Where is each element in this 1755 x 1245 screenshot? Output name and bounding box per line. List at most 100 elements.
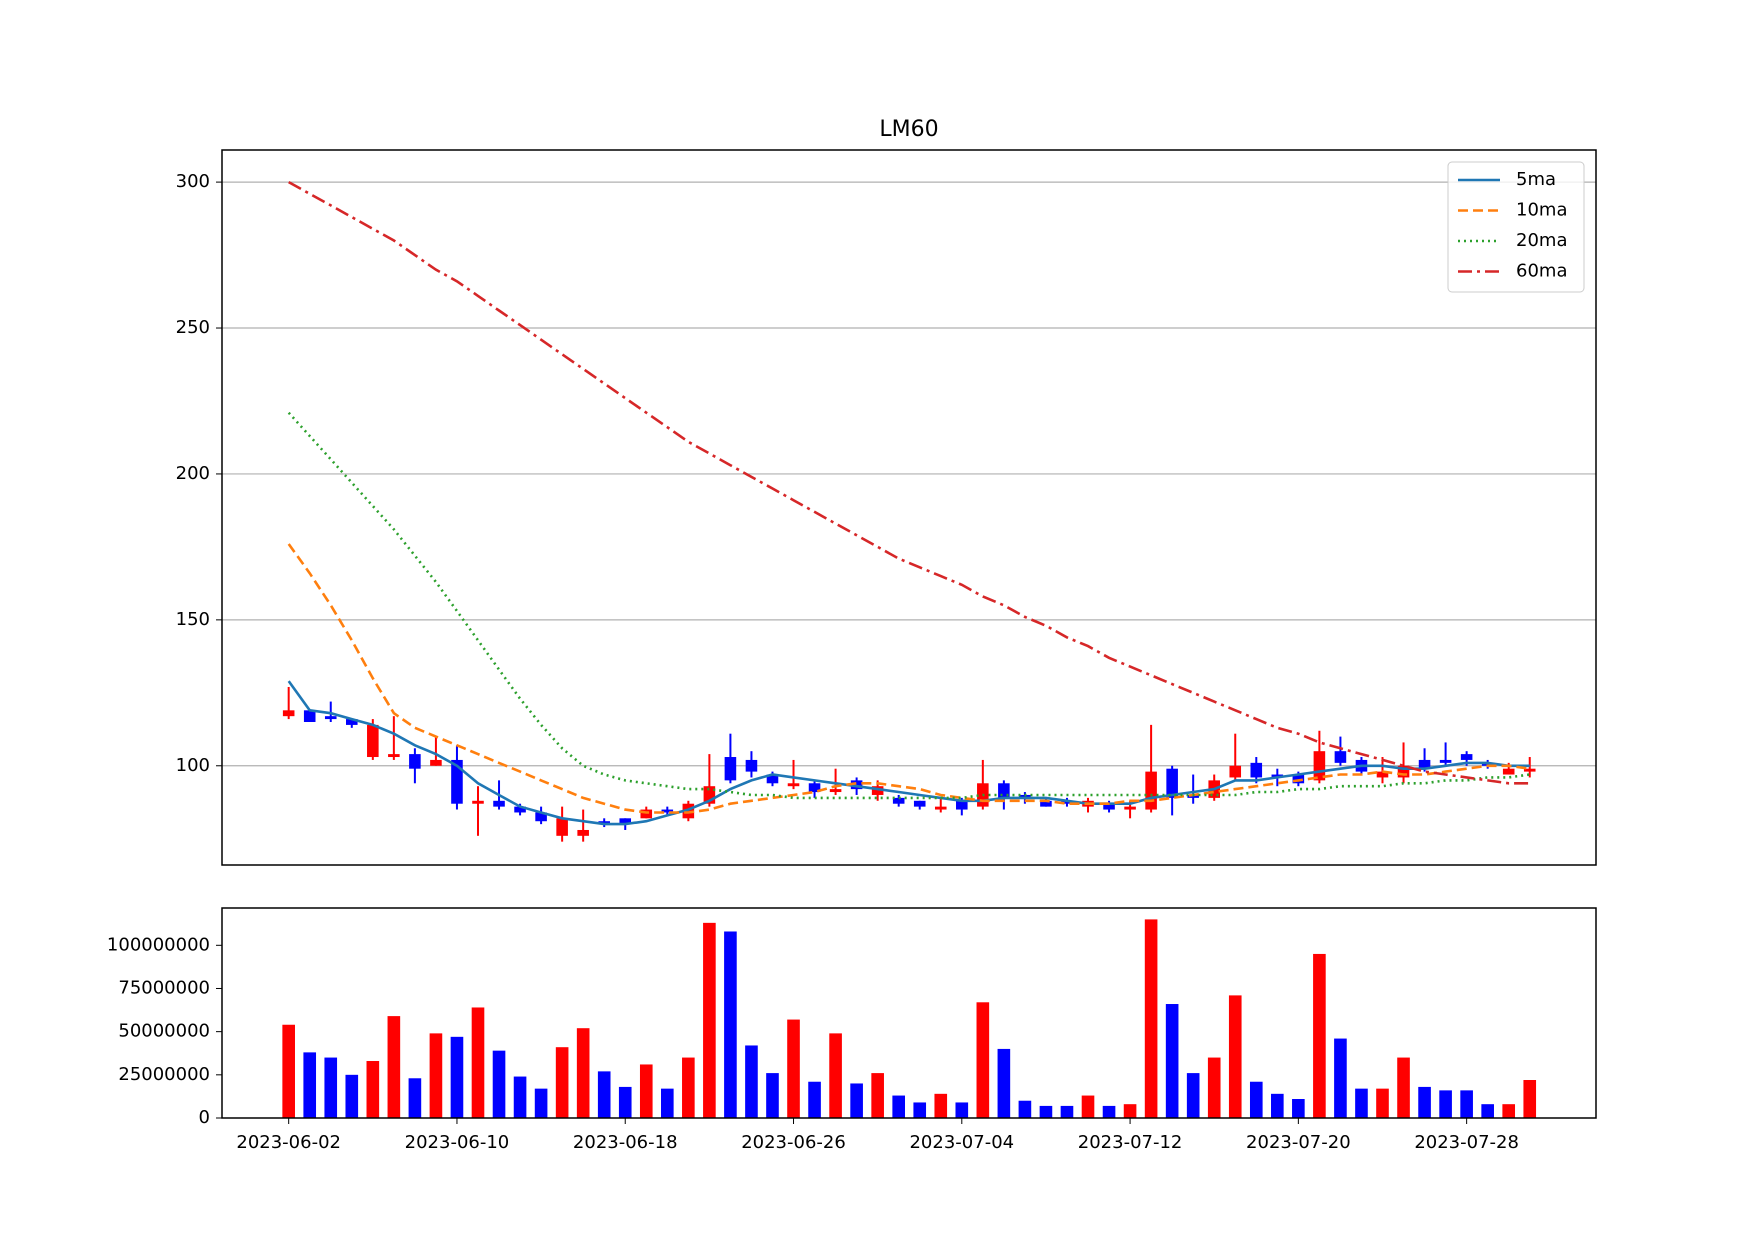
- candle-body: [367, 724, 379, 758]
- y-tick-label: 300: [176, 171, 210, 192]
- volume-bar: [703, 922, 716, 1118]
- candle-body: [1481, 762, 1494, 766]
- candle-body: [1502, 768, 1515, 775]
- y-tick-label: 25000000: [118, 1064, 210, 1085]
- candle-body: [661, 809, 674, 813]
- candle-body: [850, 780, 863, 790]
- volume-bar: [387, 1016, 401, 1118]
- volume-bar: [787, 1019, 800, 1118]
- volume-bar: [1355, 1088, 1368, 1118]
- candle-body: [998, 783, 1010, 798]
- candle-body: [409, 754, 421, 769]
- y-tick-label: 150: [176, 609, 210, 630]
- y-tick-label: 100000000: [107, 934, 210, 955]
- x-tick-label: 2023-07-20: [1246, 1132, 1351, 1153]
- volume-bar: [1397, 1057, 1410, 1118]
- volume-bar: [892, 1095, 906, 1118]
- volume-bar: [324, 1057, 338, 1118]
- y-tick-label: 0: [199, 1107, 210, 1128]
- x-tick-label: 2023-06-02: [236, 1132, 341, 1153]
- ma-line: [287, 680, 1530, 826]
- candle-body: [1271, 774, 1284, 778]
- volume-bar: [429, 1033, 443, 1118]
- plot-frame: [221, 149, 1597, 866]
- candle-body: [1292, 774, 1305, 784]
- candle-body: [892, 797, 905, 804]
- volume-bar: [955, 1102, 969, 1118]
- volume-bar: [492, 1050, 506, 1118]
- volume-bar: [597, 1071, 611, 1118]
- volume-bar: [871, 1073, 884, 1118]
- candle-body: [766, 774, 779, 784]
- candle-body: [514, 806, 526, 813]
- volume-bar: [366, 1061, 380, 1118]
- volume-bar: [1439, 1090, 1452, 1118]
- y-tick-label: 50000000: [118, 1021, 210, 1042]
- volume-bar: [450, 1036, 464, 1118]
- candle-body: [1229, 765, 1242, 778]
- candle-body: [1145, 771, 1157, 810]
- volume-bar: [1418, 1086, 1431, 1118]
- candle-body: [577, 829, 589, 836]
- volume-bar: [1523, 1080, 1537, 1118]
- volume-bar: [1313, 953, 1326, 1118]
- candle-body: [282, 710, 295, 717]
- candle-body: [1313, 751, 1326, 781]
- volume-bar: [1186, 1073, 1200, 1118]
- volume-bar: [997, 1048, 1011, 1118]
- volume-bar: [1249, 1081, 1263, 1118]
- volume-bar: [639, 1064, 653, 1118]
- volume-bar: [1081, 1095, 1095, 1118]
- candle-body: [1061, 800, 1073, 804]
- volume-bar: [471, 1007, 485, 1118]
- legend-label: 5ma: [1516, 169, 1556, 190]
- candle-body: [1187, 794, 1199, 798]
- x-tick-label: 2023-06-26: [741, 1132, 846, 1153]
- candle-body: [598, 821, 610, 825]
- volume-bar: [1102, 1105, 1116, 1118]
- candle-body: [871, 786, 884, 795]
- candle-body: [324, 716, 337, 720]
- volume-bar: [1228, 995, 1242, 1118]
- x-tick-label: 2023-07-28: [1414, 1132, 1519, 1153]
- ma-line: [287, 543, 1530, 814]
- x-tick-label: 2023-07-12: [1078, 1132, 1183, 1153]
- volume-bar: [576, 1028, 590, 1118]
- volume-bar: [682, 1057, 695, 1118]
- volume-bar: [934, 1093, 948, 1118]
- volume-bar: [534, 1088, 548, 1118]
- candle-body: [451, 759, 463, 804]
- legend-box: [1447, 161, 1585, 293]
- volume-bar: [408, 1078, 422, 1118]
- candle-body: [493, 800, 505, 807]
- volume-bar: [1039, 1105, 1053, 1118]
- candle-body: [745, 759, 758, 772]
- legend-label: 20ma: [1516, 230, 1567, 251]
- candle-body: [724, 757, 737, 781]
- candle-body: [787, 783, 800, 787]
- legend: 5ma 10ma 20ma 60ma: [1447, 161, 1585, 293]
- candle-body: [472, 800, 484, 804]
- volume-bar: [850, 1083, 863, 1118]
- volume-bar: [282, 1024, 295, 1118]
- candle-body: [346, 719, 358, 725]
- candle-body: [829, 789, 842, 793]
- y-tick-label: 200: [176, 463, 210, 484]
- chart-title: LM60: [879, 117, 938, 142]
- x-tick-label: 2023-06-10: [405, 1132, 510, 1153]
- volume-bar: [745, 1045, 758, 1118]
- candle-body: [430, 759, 442, 766]
- y-tick-label: 100: [176, 755, 210, 776]
- volume-bar: [303, 1052, 317, 1118]
- volume-bar: [724, 931, 737, 1118]
- candle-body: [913, 800, 926, 807]
- candle-body: [1019, 794, 1031, 798]
- volume-bar: [913, 1102, 927, 1118]
- legend-label: 60ma: [1516, 261, 1567, 282]
- x-tick-label: 2023-06-18: [573, 1132, 678, 1153]
- volume-bar: [1460, 1090, 1473, 1118]
- volume-bar: [1207, 1057, 1221, 1118]
- plot-frame: [221, 907, 1597, 1119]
- candle-body: [1334, 751, 1347, 763]
